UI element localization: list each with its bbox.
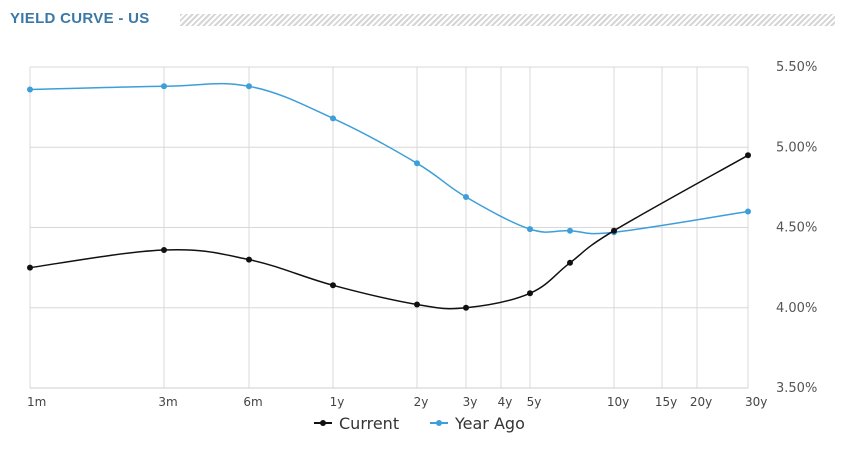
data-point-year-ago bbox=[161, 83, 167, 90]
data-point-year-ago bbox=[414, 160, 420, 167]
data-point-current bbox=[463, 304, 469, 311]
x-tick-label: 1y bbox=[330, 395, 345, 409]
y-tick-label: 5.00% bbox=[776, 140, 817, 155]
data-point-current bbox=[246, 256, 252, 263]
data-point-year-ago bbox=[745, 208, 751, 215]
series-line-year-ago bbox=[29, 82, 749, 235]
data-point-current bbox=[161, 246, 167, 253]
legend[interactable]: Current Year Ago bbox=[314, 414, 525, 433]
data-point-year-ago bbox=[527, 226, 533, 233]
x-tick-label: 5y bbox=[527, 395, 542, 409]
x-tick-label: 3y bbox=[463, 395, 478, 409]
legend-label-year-ago: Year Ago bbox=[454, 414, 525, 433]
series-line-current bbox=[29, 154, 749, 310]
x-tick-label: 2y bbox=[414, 395, 429, 409]
y-tick-label: 3.50% bbox=[776, 381, 817, 396]
data-point-current bbox=[27, 264, 33, 271]
y-tick-label: 4.50% bbox=[776, 221, 817, 236]
series bbox=[27, 82, 751, 311]
x-tick-label: 3m bbox=[158, 395, 177, 409]
x-tick-label: 15y bbox=[655, 395, 677, 409]
data-point-year-ago bbox=[330, 115, 336, 122]
data-point-current bbox=[745, 152, 751, 159]
data-point-year-ago bbox=[27, 86, 33, 93]
x-axis: 1m 3m 6m 1y 2y 3y 4y 5y 10y 15y 20y 30y bbox=[27, 395, 767, 409]
data-point-current bbox=[567, 259, 573, 266]
x-tick-label: 6m bbox=[243, 395, 262, 409]
y-tick-label: 5.50% bbox=[776, 60, 817, 75]
data-point-current bbox=[527, 290, 533, 297]
legend-marker-year-ago bbox=[436, 420, 442, 426]
data-point-year-ago bbox=[246, 83, 252, 90]
legend-label-current: Current bbox=[339, 414, 399, 433]
y-tick-label: 4.00% bbox=[776, 301, 817, 316]
data-point-current bbox=[330, 282, 336, 289]
x-tick-label: 20y bbox=[690, 395, 712, 409]
data-point-year-ago bbox=[567, 227, 573, 234]
chart-title: YIELD CURVE - US bbox=[10, 10, 150, 27]
x-tick-label: 4y bbox=[498, 395, 513, 409]
data-point-year-ago bbox=[463, 194, 469, 201]
legend-marker-current bbox=[320, 420, 326, 426]
title-divider bbox=[180, 14, 835, 26]
x-tick-label: 1m bbox=[27, 395, 46, 409]
grid bbox=[29, 66, 749, 389]
chart-header: YIELD CURVE - US bbox=[10, 10, 836, 32]
y-axis: 5.50% 5.00% 4.50% 4.00% 3.50% bbox=[776, 60, 817, 396]
data-point-current bbox=[414, 301, 420, 308]
x-tick-label: 30y bbox=[745, 395, 767, 409]
data-point-current bbox=[611, 227, 617, 234]
x-tick-label: 10y bbox=[607, 395, 629, 409]
